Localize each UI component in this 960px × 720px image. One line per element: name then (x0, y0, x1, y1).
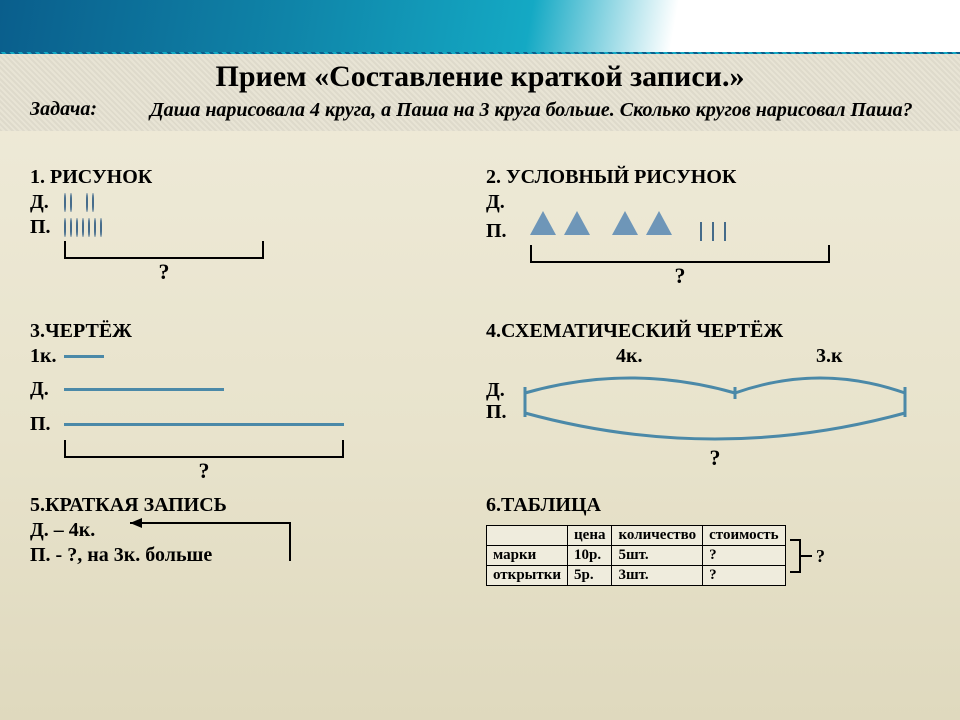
s4-title: 4.СХЕМАТИЧЕСКИЙ ЧЕРТЁЖ (486, 320, 930, 343)
section-3: 3.ЧЕРТЁЖ 1к. Д. П. ? (30, 320, 470, 490)
s1-title: 1. РИСУНОК (30, 166, 470, 189)
s2-d-shapes (530, 194, 680, 212)
s1-p-label: П. (30, 216, 64, 239)
task-row: Задача: Даша нарисовала 4 круга, а Паша … (30, 98, 930, 123)
section-5: 5.КРАТКАЯ ЗАПИСЬ Д. – 4к. П. - ?, на 3к.… (30, 494, 470, 586)
section-4: 4.СХЕМАТИЧЕСКИЙ ЧЕРТЁЖ Д. П. 4к. 3.к ? (470, 320, 930, 490)
s4-d-label: Д. (486, 379, 520, 402)
s2-bracket (530, 245, 830, 263)
s5-title: 5.КРАТКАЯ ЗАПИСЬ (30, 494, 470, 517)
s3-unit-label: 1к. (30, 345, 64, 368)
s1-d-label: Д. (30, 191, 64, 214)
s2-q: ? (530, 263, 830, 289)
s3-d-bar (64, 388, 224, 391)
s3-unit-bar (64, 355, 104, 358)
s6-outer-q: ? (816, 546, 825, 566)
section-2: 2. УСЛОВНЫЙ РИСУНОК Д. П. ? (470, 166, 930, 316)
s3-p-bar (64, 423, 344, 426)
section-6: 6.ТАБЛИЦА ценаколичествостоимость марки1… (470, 494, 930, 586)
task-label: Задача: (30, 98, 150, 121)
s6-outer-bracket: ? (786, 528, 836, 584)
s6-table: ценаколичествостоимость марки10р.5шт.? о… (486, 525, 786, 586)
s3-d-label: Д. (30, 378, 64, 401)
content: 1. РИСУНОК Д. П. ? 2. УСЛОВНЫЙ РИСУНОК Д… (30, 166, 930, 710)
page-title: Прием «Составление краткой записи.» (30, 60, 930, 94)
s2-p-shapes (700, 223, 736, 241)
s4-q: ? (520, 445, 910, 471)
top-banner (0, 0, 960, 58)
section-1: 1. РИСУНОК Д. П. ? (30, 166, 470, 316)
s5-arrow (30, 517, 350, 577)
header: Прием «Составление краткой записи.» Зада… (0, 54, 960, 131)
s1-bracket (64, 241, 264, 259)
s2-title: 2. УСЛОВНЫЙ РИСУНОК (486, 166, 930, 189)
s4-p-label: П. (486, 401, 520, 424)
s2-d-label: Д. (486, 191, 520, 214)
s1-q: ? (64, 259, 264, 285)
s3-bracket (64, 440, 344, 458)
s3-p-label: П. (30, 413, 64, 436)
s3-title: 3.ЧЕРТЁЖ (30, 320, 470, 343)
task-text: Даша нарисовала 4 круга, а Паша на 3 кру… (150, 98, 930, 123)
s2-p-label: П. (486, 220, 520, 243)
s6-title: 6.ТАБЛИЦА (486, 494, 930, 517)
s3-q: ? (64, 458, 344, 484)
s1-p-shapes (64, 219, 106, 237)
s1-d-shapes (64, 194, 98, 212)
